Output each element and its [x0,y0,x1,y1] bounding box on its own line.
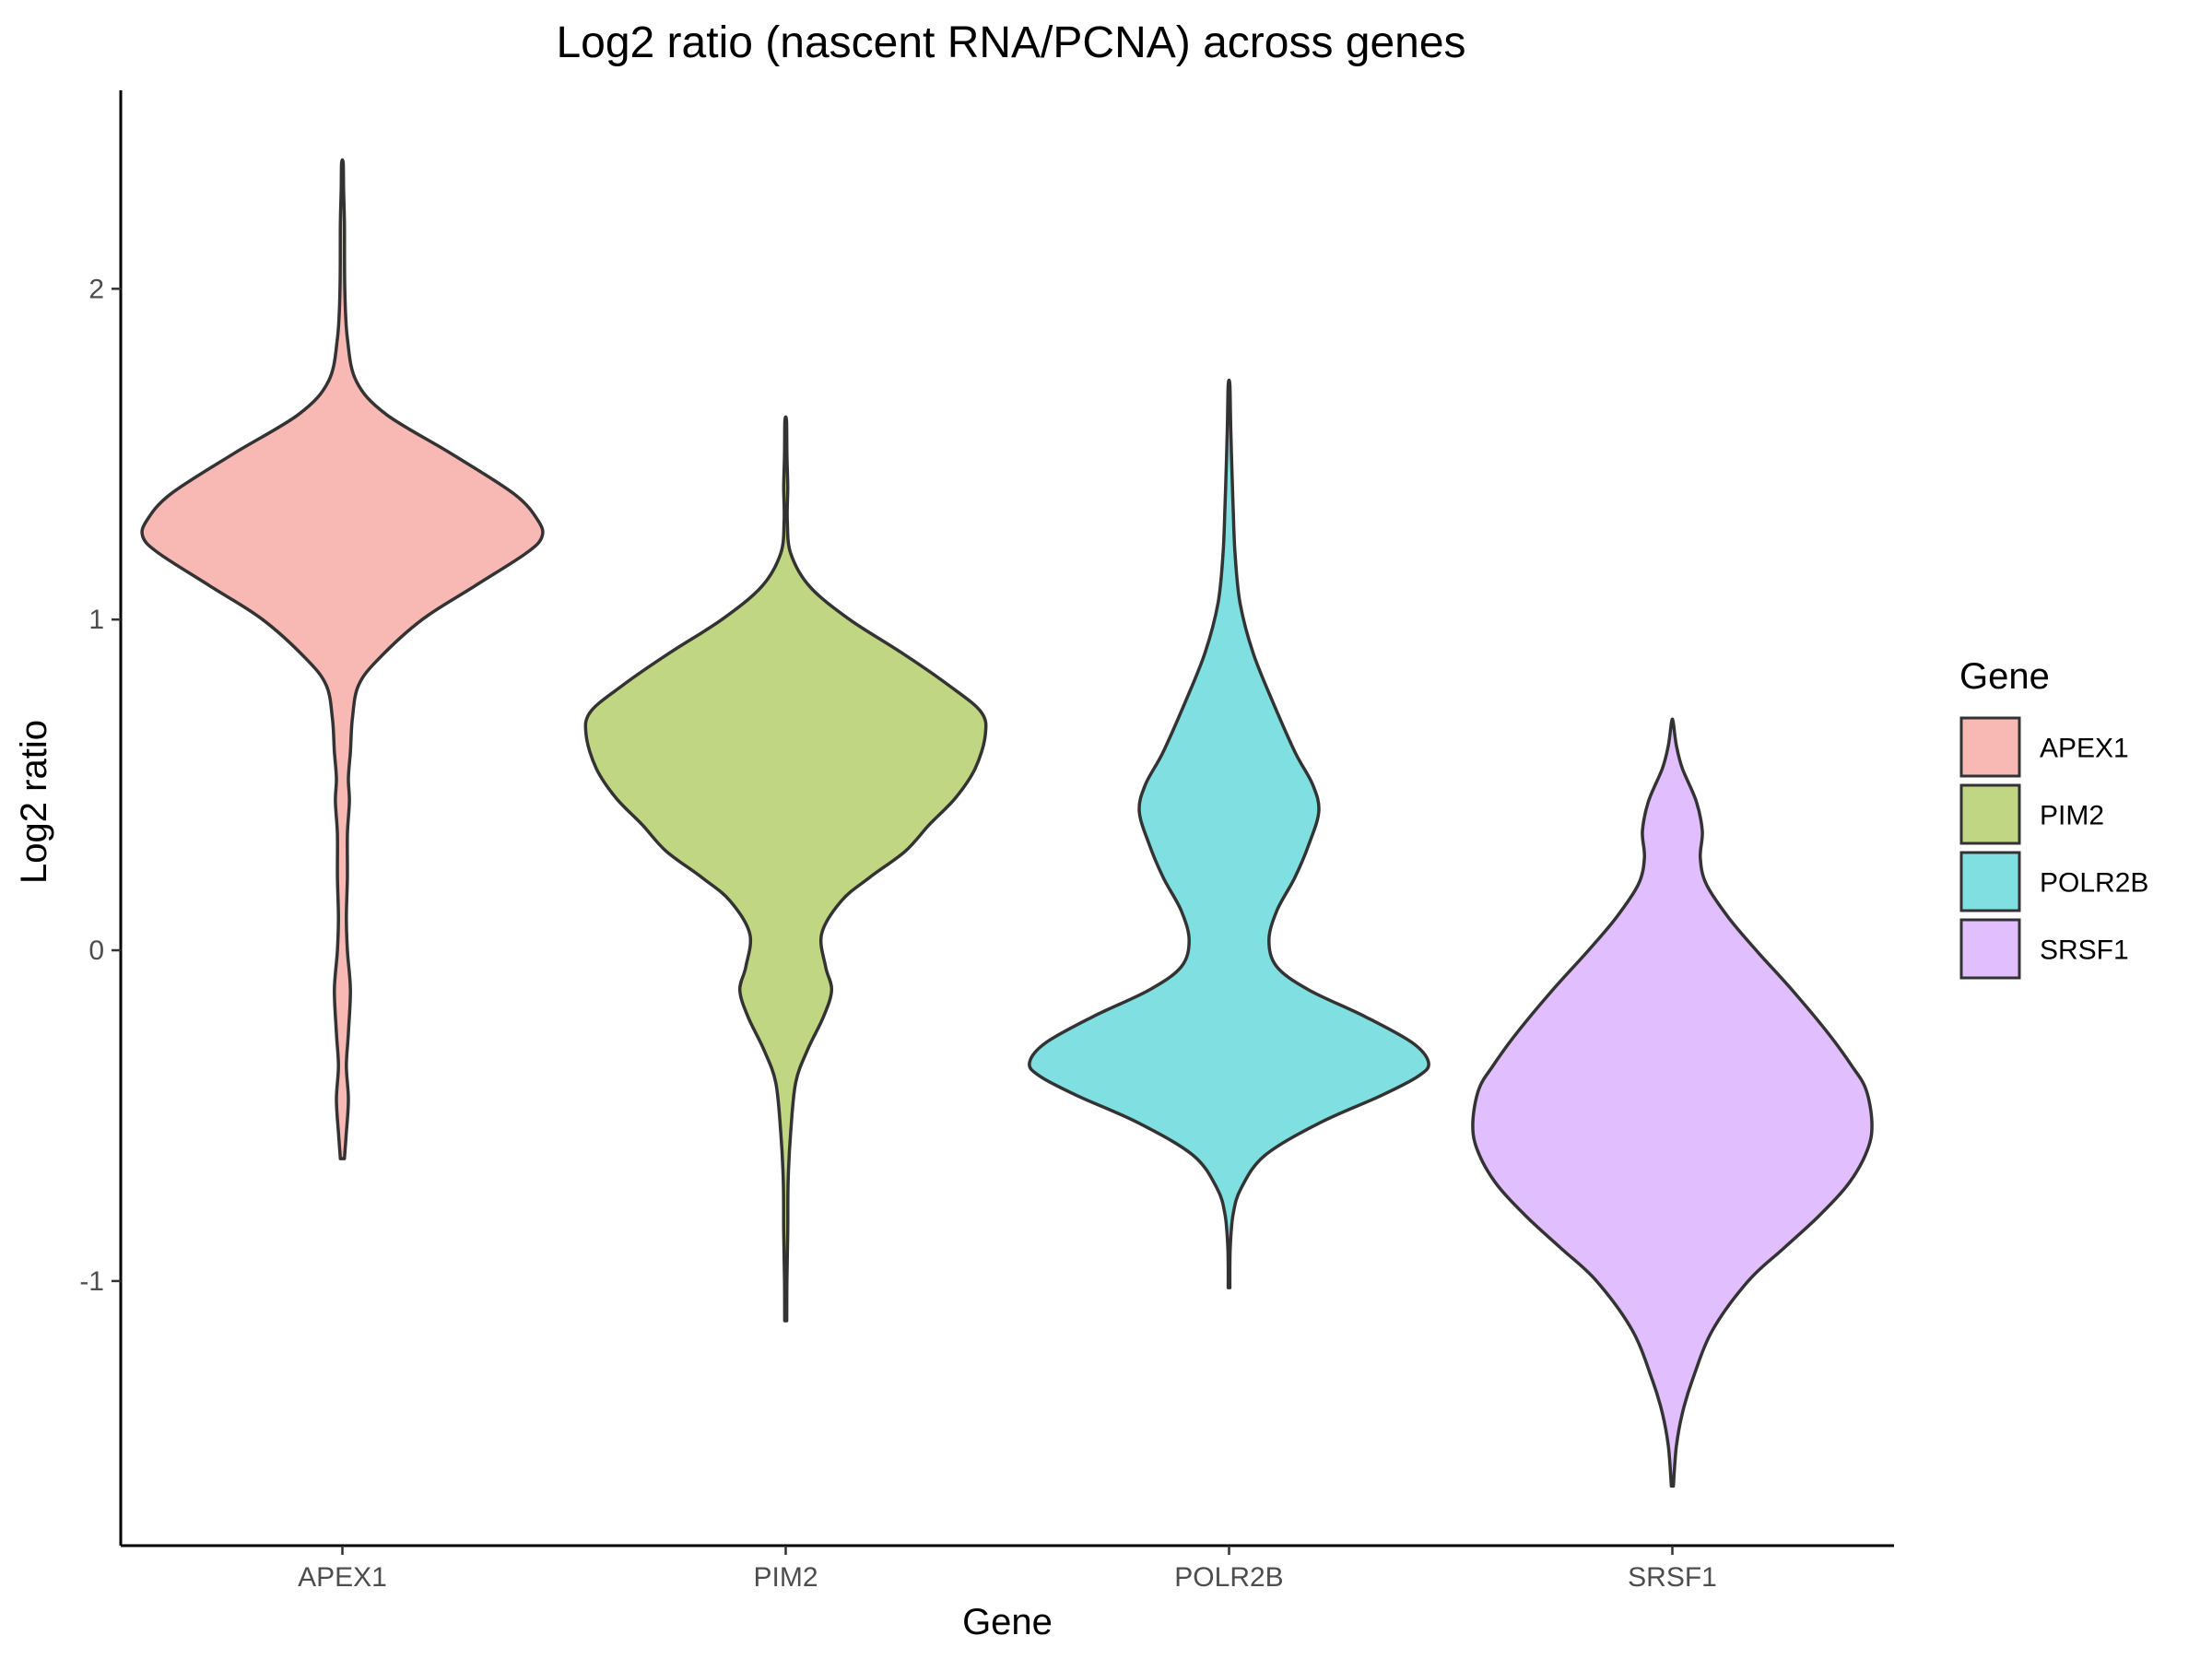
x-axis-ticks: APEX1 PIM2 POLR2B SRSF1 [298,1546,1717,1593]
x-tick-label: SRSF1 [1628,1562,1717,1593]
violin-polr2b [1028,378,1430,1289]
violin-srsf1 [1471,717,1874,1488]
x-tick-label: PIM2 [753,1562,818,1593]
violin-pim2 [583,415,988,1323]
y-tick-label: 0 [88,935,104,966]
x-axis-title: Gene [962,1602,1053,1642]
x-tick-label: POLR2B [1174,1562,1283,1593]
legend-label: PIM2 [2040,801,2104,831]
violin-apex1 [140,158,545,1160]
legend-label: SRSF1 [2040,935,2129,966]
violins-group [140,158,1874,1488]
legend-key-apex1 [1959,716,2021,778]
y-axis-ticks: -1 0 1 2 [79,274,121,1297]
y-tick-label: 1 [88,605,104,635]
legend-key-pim2 [1959,783,2021,845]
legend-label: APEX1 [2040,734,2129,764]
y-axis-title: Log2 ratio [14,720,54,884]
chart-title: Log2 ratio (nascent RNA/PCNA) across gen… [556,18,1465,67]
legend-key-polr2b [1959,851,2021,912]
y-tick-label: 2 [88,274,104,304]
legend-key-srsf1 [1959,918,2021,980]
legend-label: POLR2B [2040,868,2148,899]
legend: Gene APEX1 PIM2 POLR2B SRSF1 [1959,656,2148,980]
legend-entries: APEX1 PIM2 POLR2B SRSF1 [1959,716,2148,980]
y-tick-label: -1 [79,1266,104,1297]
legend-title: Gene [1959,656,2050,697]
x-tick-label: APEX1 [298,1562,387,1593]
